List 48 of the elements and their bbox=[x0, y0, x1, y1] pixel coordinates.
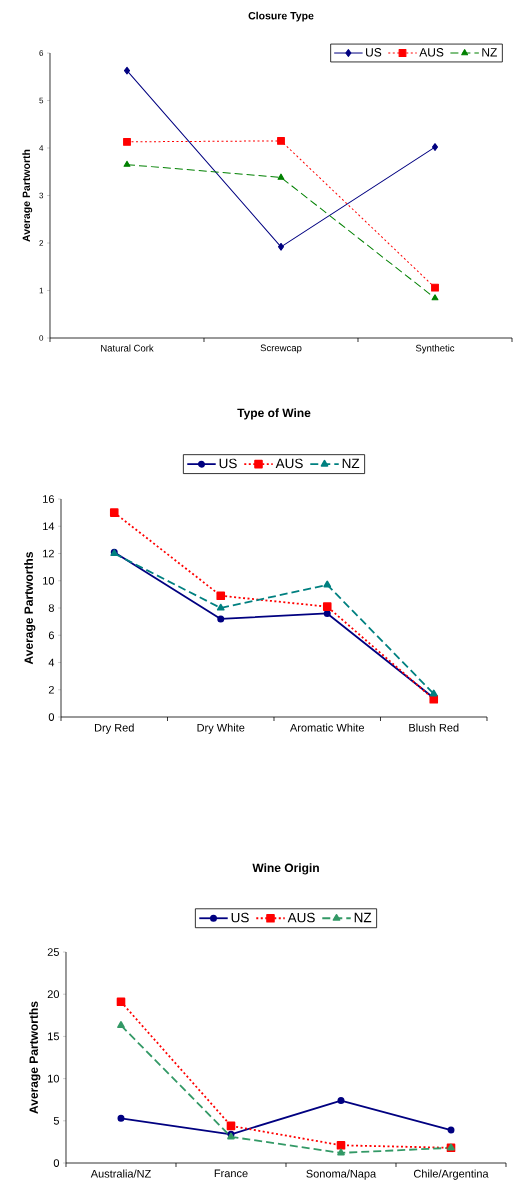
chart-title: Wine Origin bbox=[252, 863, 319, 875]
y-tick-label: 20 bbox=[47, 990, 60, 999]
y-tick-label: 1 bbox=[39, 287, 44, 294]
legend-label: AUS bbox=[287, 912, 315, 923]
x-tick-label: Blush Red bbox=[409, 723, 459, 732]
legend-label: AUS bbox=[419, 48, 444, 57]
chart-title: Closure Type bbox=[248, 11, 314, 22]
y-tick-label: 12 bbox=[43, 549, 54, 558]
y-axis-title: Average Partworths bbox=[24, 552, 36, 665]
y-tick-label: 2 bbox=[39, 240, 44, 246]
x-tick-label: Sonoma/Napa bbox=[306, 1169, 377, 1180]
x-tick-label: Australia/NZ bbox=[90, 1169, 151, 1178]
y-tick-label: 16 bbox=[43, 495, 54, 503]
y-tick-label: 3 bbox=[39, 192, 44, 199]
x-tick-label: Natural Cork bbox=[101, 344, 154, 352]
chart-title: Type of Wine bbox=[237, 408, 311, 420]
x-tick-label: Synthetic bbox=[415, 344, 455, 354]
legend-label: NZ bbox=[482, 48, 497, 57]
x-tick-label: Screwcap bbox=[260, 344, 302, 354]
y-tick-label: 0 bbox=[39, 335, 44, 341]
y-tick-label: 25 bbox=[47, 948, 59, 956]
legend-label: US bbox=[219, 458, 237, 469]
y-tick-label: 0 bbox=[48, 713, 55, 721]
y-tick-label: 5 bbox=[39, 97, 44, 104]
x-tick-label: Aromatic White bbox=[289, 723, 365, 732]
y-tick-label: 6 bbox=[39, 50, 44, 56]
x-tick-label: France bbox=[214, 1169, 248, 1178]
y-tick-label: 14 bbox=[43, 522, 55, 531]
legend-label: NZ bbox=[354, 912, 372, 923]
y-tick-label: 2 bbox=[48, 685, 54, 694]
x-tick-label: Chile/Argentina bbox=[413, 1169, 489, 1180]
legend-label: AUS bbox=[275, 458, 303, 469]
y-tick-label: 4 bbox=[39, 145, 44, 151]
y-tick-label: 0 bbox=[53, 1159, 60, 1167]
legend-label: US bbox=[231, 912, 249, 923]
y-axis-title: Average Partworth bbox=[22, 149, 33, 242]
y-tick-label: 4 bbox=[48, 658, 55, 667]
y-tick-label: 15 bbox=[48, 1032, 59, 1041]
legend-label: NZ bbox=[342, 458, 360, 469]
y-tick-label: 10 bbox=[43, 576, 55, 585]
legend-label: US bbox=[366, 48, 382, 57]
x-tick-label: Dry Red bbox=[94, 723, 134, 734]
y-axis-title: Average Partworths bbox=[29, 1001, 41, 1114]
x-tick-label: Dry White bbox=[197, 723, 245, 734]
y-tick-label: 5 bbox=[53, 1116, 59, 1125]
y-tick-label: 8 bbox=[48, 604, 54, 612]
y-tick-label: 6 bbox=[48, 631, 54, 640]
y-tick-label: 10 bbox=[48, 1074, 60, 1083]
